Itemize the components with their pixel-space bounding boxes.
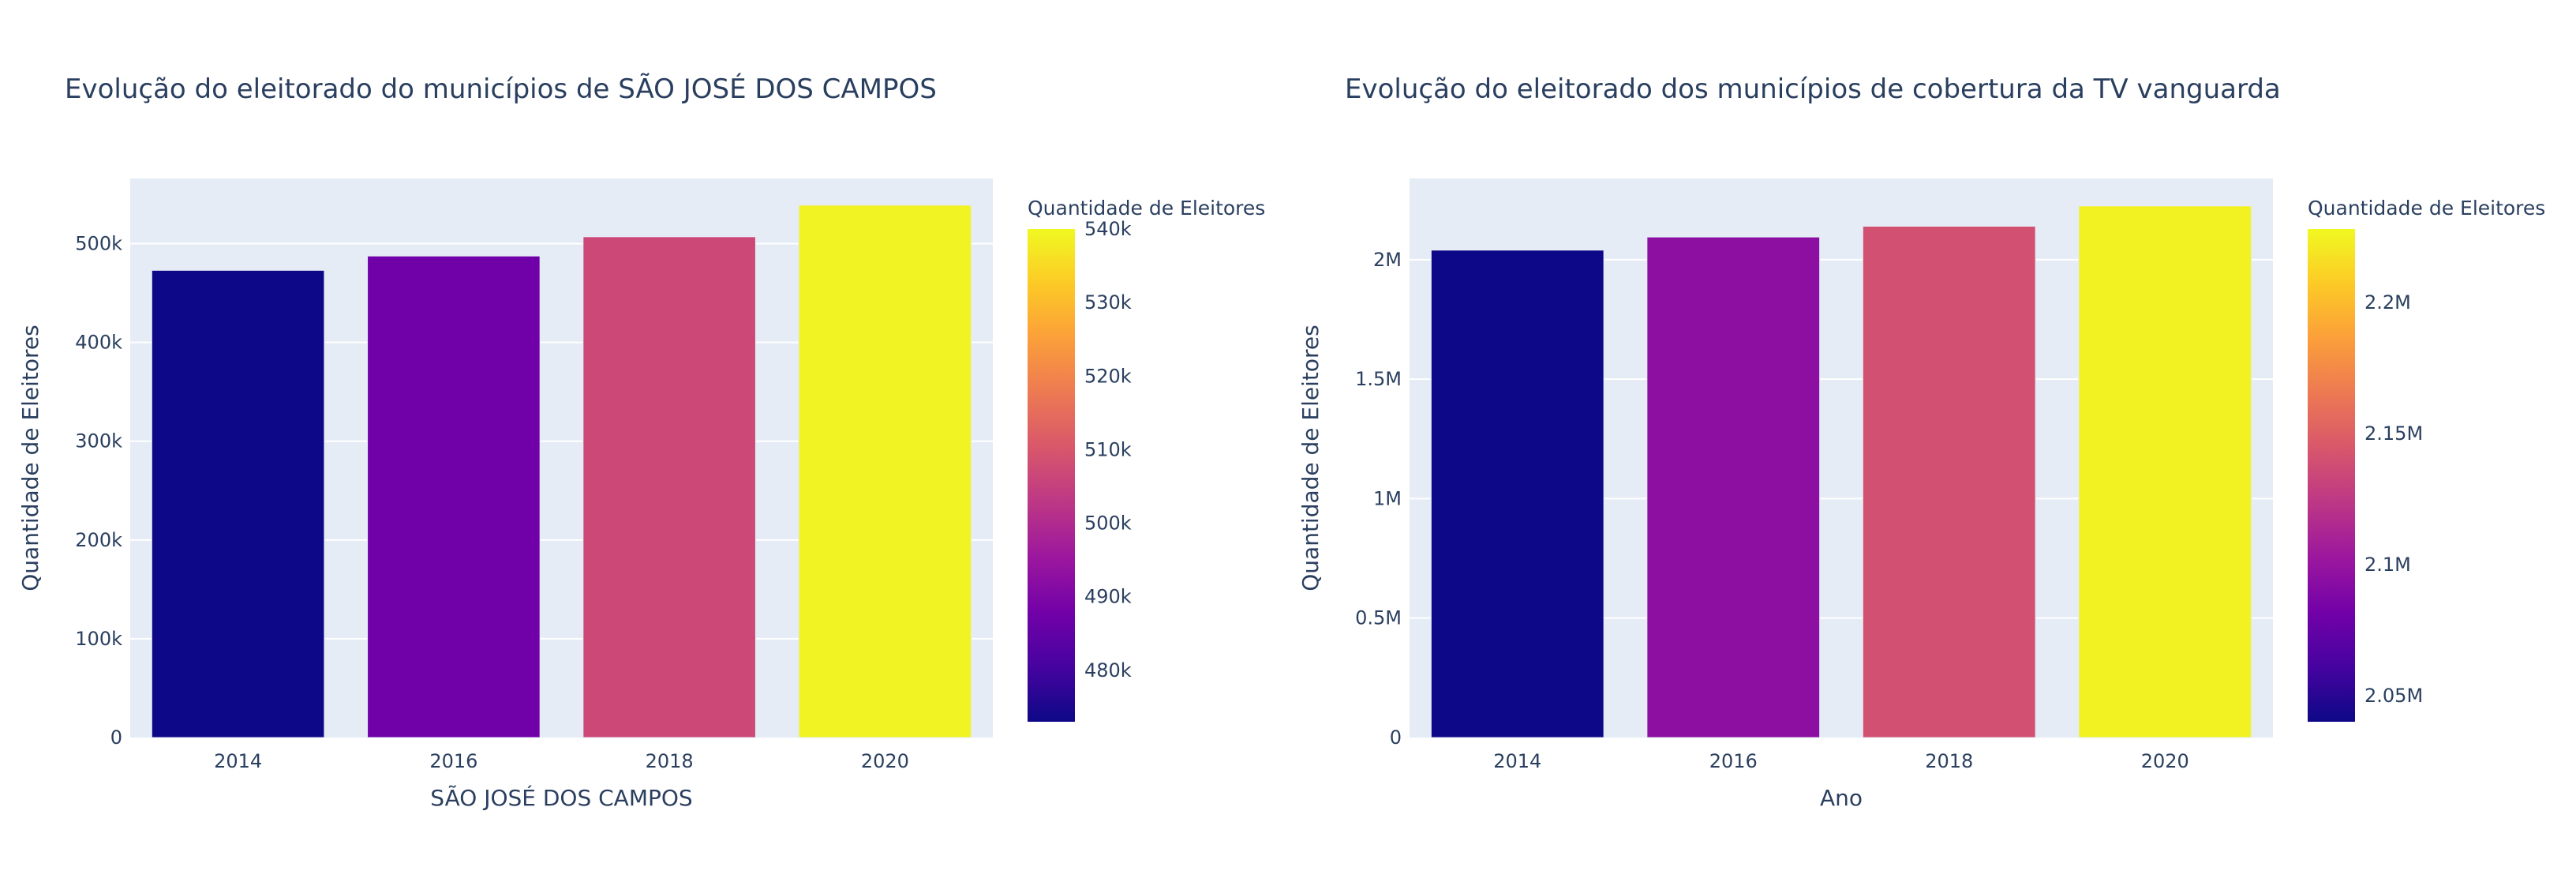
bar-2020 <box>2078 205 2252 738</box>
colorbar-tick-label: 2.1M <box>2364 554 2411 576</box>
bar-2020 <box>798 205 972 738</box>
y-tick-label: 200k <box>75 529 122 551</box>
colorbar-tick-label: 480k <box>1084 659 1132 681</box>
bar-2014 <box>151 269 325 738</box>
y-tick-label: 1.5M <box>1355 368 1402 390</box>
y-axis-title: Quantidade de Eleitores <box>17 325 43 591</box>
bar-2016 <box>367 255 541 738</box>
colorbar-tick-label: 500k <box>1084 512 1132 535</box>
colorbar-title: Quantidade de Eleitores <box>1028 197 1265 220</box>
y-tick-label: 0.5M <box>1355 607 1402 629</box>
colorbar-tick-label: 510k <box>1084 438 1132 460</box>
y-tick-label: 2M <box>1373 249 1402 271</box>
y-tick-label: 0 <box>1390 726 1402 749</box>
x-tick-label: 2014 <box>1493 750 1541 772</box>
x-axis-title: SÃO JOSÉ DOS CAMPOS <box>430 784 692 811</box>
x-tick-label: 2018 <box>1925 750 1973 772</box>
colorbar <box>2308 229 2355 722</box>
bar-2018 <box>582 236 756 738</box>
y-tick-label: 0 <box>110 726 122 749</box>
y-tick-label: 400k <box>75 332 122 354</box>
colorbar-title: Quantidade de Eleitores <box>2308 197 2545 220</box>
colorbar-tick-label: 2.15M <box>2364 422 2423 445</box>
y-tick-label: 100k <box>75 628 122 650</box>
y-tick-label: 1M <box>1373 487 1402 509</box>
chart-1: Evolução do eleitorado do municípios de … <box>17 73 1265 811</box>
y-tick-label: 300k <box>75 430 122 452</box>
x-tick-label: 2016 <box>429 750 477 772</box>
colorbar-tick-label: 520k <box>1084 365 1132 387</box>
y-tick-label: 500k <box>75 233 122 255</box>
x-tick-label: 2016 <box>1709 750 1758 772</box>
bar-2018 <box>1862 226 2036 738</box>
chart-title: Evolução do eleitorado do municípios de … <box>65 73 937 105</box>
x-tick-label: 2014 <box>214 750 262 772</box>
colorbar <box>1028 229 1075 722</box>
colorbar-tick-label: 530k <box>1084 291 1132 313</box>
colorbar-tick-label: 490k <box>1084 586 1132 608</box>
colorbar-tick-label: 2.2M <box>2364 291 2411 313</box>
x-axis-title: Ano <box>1820 785 1863 811</box>
bar-2014 <box>1430 250 1604 738</box>
colorbar-tick-label: 2.05M <box>2364 685 2423 707</box>
chart-2: Evolução do eleitorado dos municípios de… <box>1297 73 2545 811</box>
y-axis-title: Quantidade de Eleitores <box>1297 325 1324 591</box>
x-tick-label: 2018 <box>646 750 694 772</box>
x-tick-label: 2020 <box>861 750 909 772</box>
chart-title: Evolução do eleitorado dos municípios de… <box>1345 73 2281 105</box>
colorbar-tick-label: 540k <box>1084 218 1132 240</box>
x-tick-label: 2020 <box>2141 750 2189 772</box>
bar-2016 <box>1646 236 1821 738</box>
